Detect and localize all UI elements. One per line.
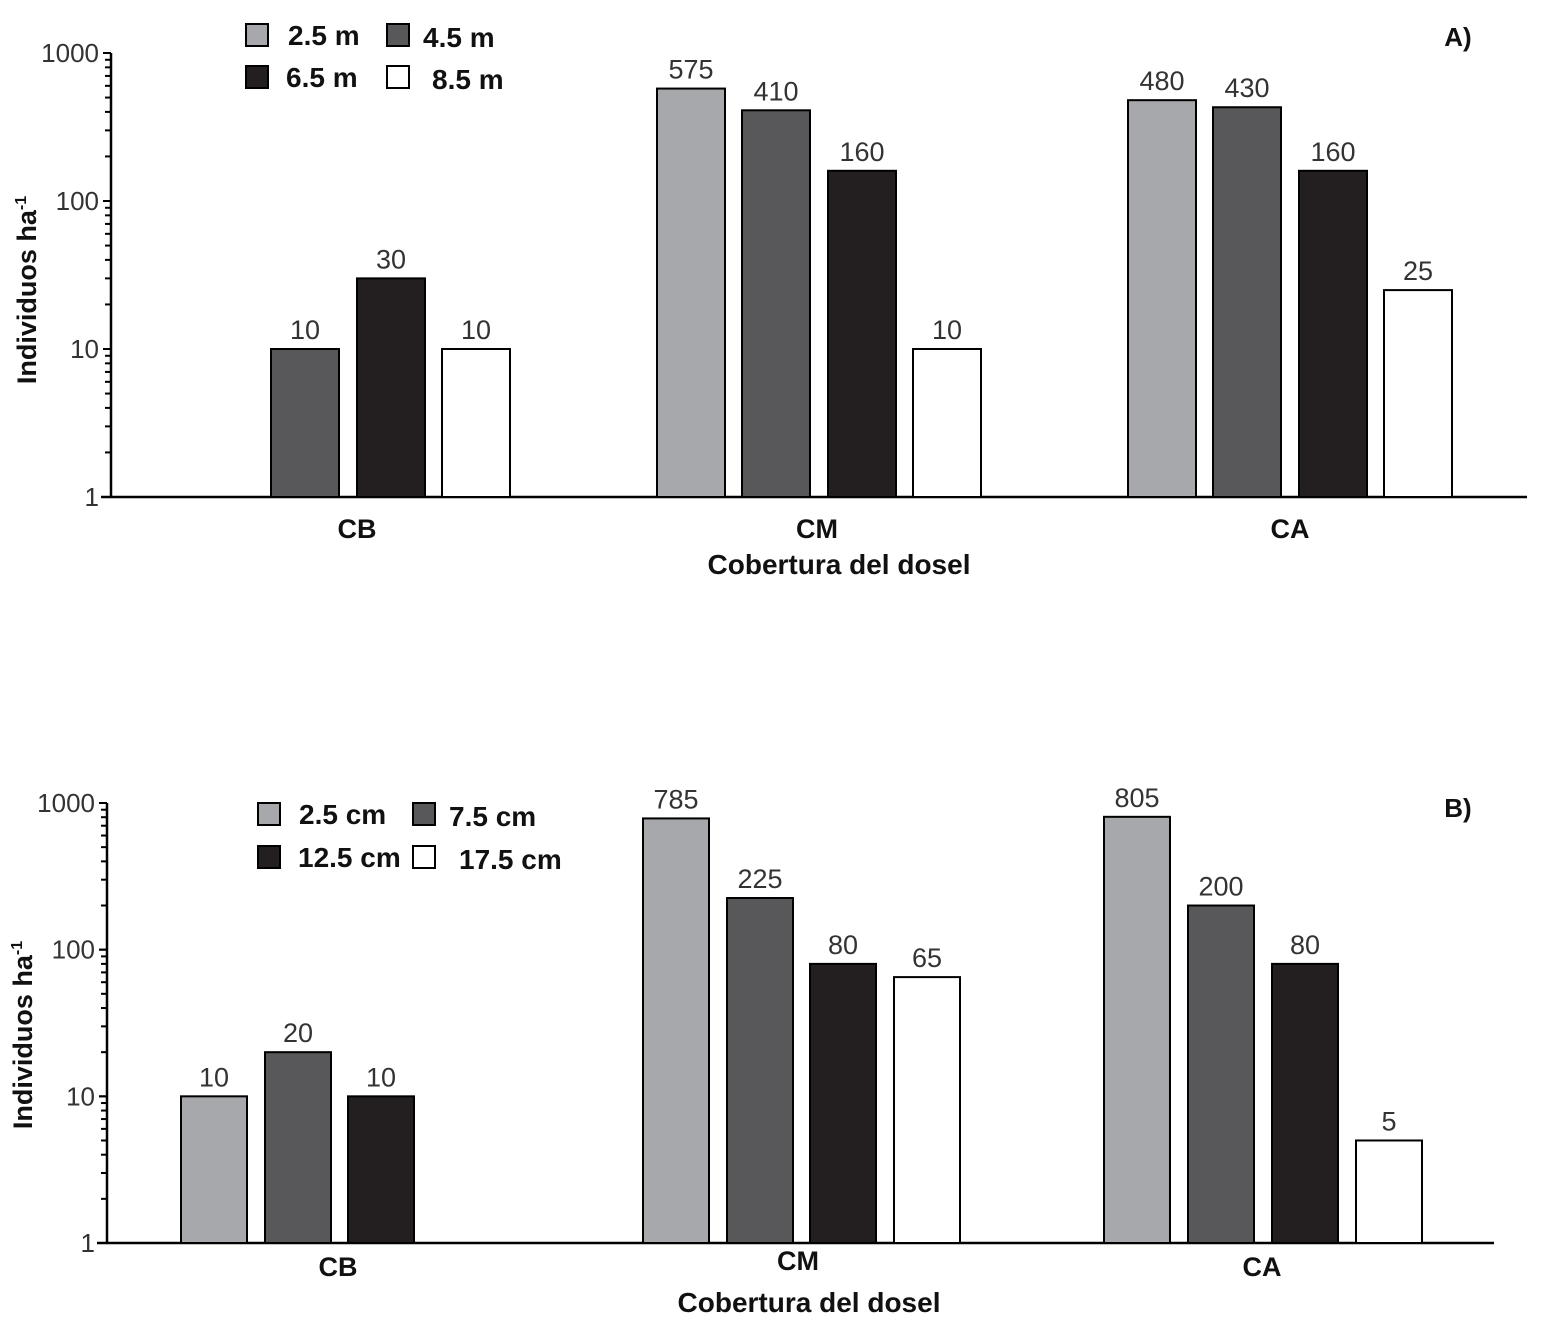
bar-cm-series-0 — [642, 817, 710, 1244]
y-axis-title-text: Individuos ha — [8, 954, 38, 1129]
y-axis-title: Individuos ha-1 — [12, 196, 42, 384]
legend-swatch — [257, 802, 281, 826]
data-label: 160 — [1310, 137, 1355, 167]
x-tick-label: CB — [338, 514, 377, 544]
y-axis-title-text: Individuos ha — [12, 209, 42, 384]
data-label: 480 — [1139, 66, 1184, 96]
legend-label: 4.5 m — [423, 22, 495, 53]
legend-label: 2.5 m — [288, 20, 360, 51]
bar-cm-series-2 — [827, 169, 897, 498]
bar-ca-series-1 — [1187, 904, 1255, 1245]
legend-label: 8.5 m — [432, 64, 504, 95]
legend-label: 2.5 cm — [299, 799, 386, 830]
legend-label: 6.5 m — [286, 62, 358, 93]
y-axis-title: Individuos ha-1 — [8, 941, 38, 1129]
panel-label: B) — [1444, 793, 1471, 823]
data-label: 785 — [653, 784, 698, 814]
panel-label: A) — [1444, 22, 1471, 52]
legend-swatch — [245, 65, 269, 89]
data-label: 10 — [290, 315, 320, 345]
bar-ca-series-3 — [1355, 1139, 1423, 1244]
data-label: 225 — [737, 864, 782, 894]
y-tick-label: 1000 — [41, 38, 99, 68]
legend-swatch — [412, 802, 436, 826]
x-tick-label: CA — [1271, 514, 1310, 544]
bar-cb-series-1 — [270, 348, 340, 498]
bar-cb-series-2 — [356, 277, 426, 498]
x-axis-title: Cobertura del dosel — [708, 549, 971, 580]
data-label: 25 — [1403, 256, 1433, 286]
legend: 2.5 m 4.5 m 6.5 m 8.5 m — [245, 20, 504, 95]
data-label: 20 — [283, 1018, 313, 1048]
bar-cm-series-2 — [809, 962, 877, 1244]
x-tick-label: CA — [1243, 1252, 1282, 1282]
y-tick-label: 1 — [81, 1228, 95, 1258]
legend-swatch — [245, 23, 269, 47]
bar-ca-series-1 — [1212, 106, 1282, 498]
legend-label: 7.5 cm — [449, 801, 536, 832]
chart-panel-a: 1 10 100 1000 575 480 10 410 430 30 160 160 10 10 25 CB… — [12, 20, 1527, 580]
bar-ca-series-2 — [1271, 962, 1339, 1244]
bar-cb-series-1 — [264, 1051, 332, 1244]
data-label: 30 — [376, 244, 406, 274]
y-tick-label: 100 — [52, 935, 95, 965]
x-tick-label: CM — [796, 514, 838, 544]
data-label: 10 — [199, 1062, 229, 1092]
legend-swatch — [386, 65, 410, 89]
legend-swatch — [386, 23, 410, 47]
data-label: 200 — [1198, 872, 1243, 902]
legend-swatch — [412, 845, 436, 869]
x-tick-label: CB — [319, 1252, 358, 1282]
bar-cm-series-3 — [893, 976, 961, 1244]
data-label: 575 — [668, 55, 713, 85]
data-label: 10 — [366, 1062, 396, 1092]
bar-cb-series-0 — [180, 1095, 248, 1245]
bar-ca-series-0 — [1103, 815, 1171, 1244]
data-label: 80 — [828, 930, 858, 960]
y-axis-title-superscript: -1 — [9, 941, 26, 955]
y-tick-label: 100 — [56, 186, 99, 216]
legend: 2.5 cm 7.5 cm 12.5 cm 17.5 cm — [257, 799, 562, 875]
data-label: 160 — [839, 137, 884, 167]
bar-cm-series-1 — [741, 109, 811, 499]
data-label: 805 — [1114, 783, 1159, 813]
y-tick-label: 1 — [85, 482, 99, 512]
bar-ca-series-3 — [1383, 289, 1453, 499]
data-label: 10 — [461, 315, 491, 345]
chart-panel-b: 1 10 100 1000 10 785 805 20 225 200 10 80 80 65 5 CB CM C… — [8, 783, 1494, 1318]
bar-cm-series-3 — [912, 348, 982, 498]
y-tick-label: 10 — [66, 1081, 95, 1111]
bar-cb-series-3 — [441, 348, 511, 498]
y-tick-label: 10 — [70, 334, 99, 364]
y-tick-label: 1000 — [37, 788, 95, 818]
bar-cb-series-2 — [347, 1095, 415, 1245]
data-label: 5 — [1381, 1106, 1396, 1136]
data-label: 80 — [1290, 930, 1320, 960]
data-label: 10 — [932, 315, 962, 345]
bar-cm-series-0 — [656, 87, 726, 499]
data-label: 65 — [912, 943, 942, 973]
legend-label: 12.5 cm — [298, 842, 401, 873]
legend-swatch — [257, 845, 281, 869]
y-axis-title-superscript: -1 — [13, 196, 30, 210]
data-label: 430 — [1224, 73, 1269, 103]
bar-ca-series-2 — [1298, 169, 1368, 498]
x-tick-label: CM — [777, 1246, 819, 1276]
x-axis-title: Cobertura del dosel — [678, 1287, 941, 1318]
legend-label: 17.5 cm — [459, 844, 562, 875]
bar-ca-series-0 — [1127, 99, 1197, 498]
bar-cm-series-1 — [726, 897, 794, 1244]
data-label: 410 — [753, 76, 798, 106]
